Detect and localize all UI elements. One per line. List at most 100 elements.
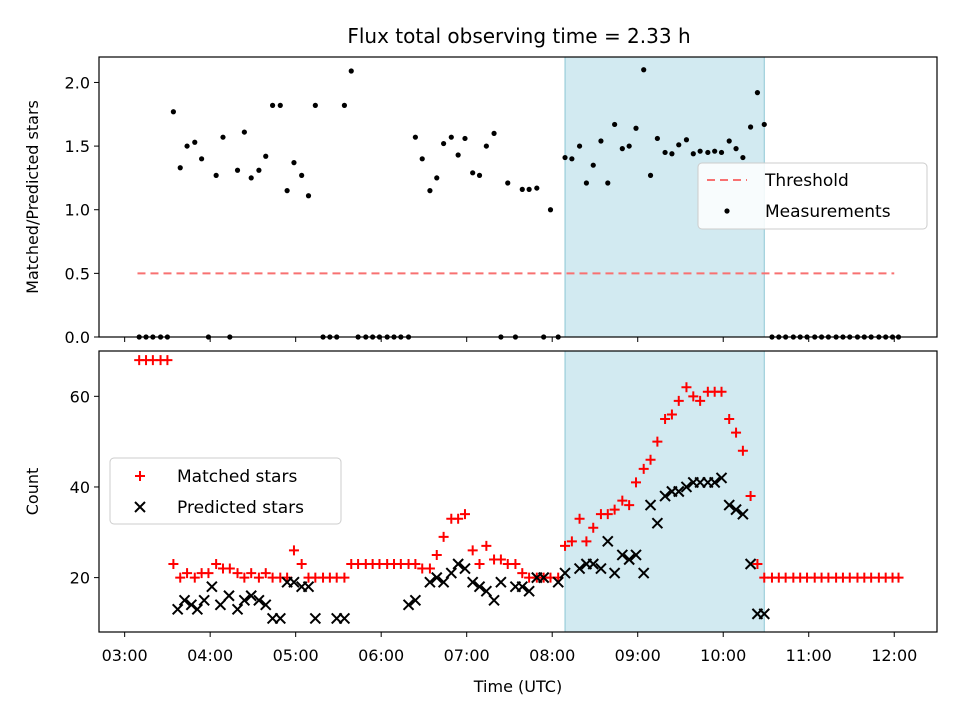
- data-point: [170, 109, 176, 115]
- data-point: [737, 445, 748, 456]
- data-point: [274, 612, 286, 625]
- data-point: [552, 576, 564, 588]
- data-point: [758, 608, 770, 620]
- data-point: [291, 160, 297, 166]
- data-point: [299, 172, 305, 178]
- data-point: [752, 559, 763, 570]
- data-point: [712, 148, 718, 154]
- data-point: [473, 580, 486, 593]
- data-point: [590, 162, 596, 168]
- data-point: [424, 576, 436, 588]
- data-point: [171, 603, 184, 616]
- data-point: [588, 522, 599, 533]
- data-point: [419, 156, 425, 162]
- data-point: [239, 572, 250, 583]
- data-point: [483, 143, 489, 149]
- data-point: [211, 559, 222, 570]
- data-point: [617, 495, 628, 506]
- data-point: [462, 135, 468, 142]
- data-point: [481, 540, 492, 551]
- data-point: [175, 572, 186, 583]
- data-point: [409, 594, 422, 606]
- data-point: [162, 355, 173, 366]
- data-point: [224, 563, 235, 574]
- data-point: [733, 146, 739, 152]
- x-tick-label: 04:00: [187, 646, 233, 665]
- panel-1: 0.0 0.5 1.0 1.5 2.0 Matched/Predicted stars Th…: [23, 56, 938, 347]
- data-point: [761, 121, 767, 128]
- legend: Matched stars Predicted stars: [109, 457, 342, 525]
- data-point: [455, 152, 461, 158]
- data-point: [647, 172, 654, 178]
- data-point: [616, 549, 629, 561]
- legend-predicted-swatch: [134, 501, 146, 513]
- data-point: [459, 509, 470, 520]
- y-tick-label: 2.0: [65, 73, 90, 92]
- data-point: [234, 167, 241, 173]
- data-point: [547, 207, 554, 213]
- data-point: [253, 594, 265, 606]
- data-point: [182, 568, 193, 579]
- data-point: [723, 499, 735, 511]
- data-point: [199, 156, 205, 162]
- x-tick-label: 09:00: [615, 646, 661, 665]
- data-point: [581, 536, 592, 547]
- legend: Threshold Measurements: [697, 162, 928, 230]
- y-tick-label: 60: [70, 387, 90, 406]
- data-point: [654, 135, 660, 142]
- data-point: [609, 504, 620, 515]
- data-point: [519, 186, 525, 192]
- data-point: [537, 571, 550, 584]
- data-point: [638, 463, 649, 474]
- data-point: [248, 175, 254, 181]
- x-tick-label: 11:00: [786, 646, 832, 665]
- data-point: [214, 599, 227, 611]
- y-tick-label: 0.0: [65, 328, 90, 347]
- data-point: [560, 540, 571, 551]
- data-point: [569, 156, 575, 162]
- data-point: [470, 170, 476, 176]
- observing-window-band: [564, 350, 765, 633]
- data-point: [598, 138, 604, 144]
- legend-matched-swatch: [135, 471, 145, 481]
- data-point: [491, 130, 497, 136]
- data-point: [220, 134, 226, 140]
- y-axis-label: Matched/Predicted stars: [23, 100, 42, 294]
- data-point: [587, 558, 599, 570]
- legend-measurements-swatch: [724, 208, 730, 214]
- data-point: [189, 572, 200, 583]
- data-point: [253, 572, 264, 583]
- data-point: [341, 102, 348, 108]
- data-point: [427, 188, 433, 194]
- data-point: [740, 154, 746, 161]
- data-point: [438, 531, 449, 542]
- data-point: [566, 536, 577, 547]
- data-point: [574, 513, 585, 524]
- data-point: [608, 567, 621, 579]
- data-point: [602, 509, 613, 520]
- data-point: [630, 549, 642, 561]
- data-point: [669, 151, 675, 157]
- data-point: [305, 193, 312, 199]
- data-point: [726, 138, 732, 144]
- x-tick-label: 12:00: [871, 646, 917, 665]
- data-point: [232, 568, 243, 579]
- data-point: [526, 186, 532, 192]
- data-point: [459, 562, 471, 575]
- y-tick-label: 1.0: [65, 201, 90, 220]
- data-point: [688, 391, 699, 402]
- data-point: [676, 142, 682, 148]
- y-axis-label: Count: [23, 468, 42, 516]
- data-point: [745, 491, 756, 502]
- data-point: [185, 599, 198, 611]
- data-point: [737, 508, 749, 520]
- data-point: [652, 436, 663, 447]
- data-point: [284, 188, 290, 194]
- data-point: [241, 129, 247, 135]
- data-point: [576, 143, 583, 149]
- data-point: [260, 568, 271, 579]
- data-point: [495, 576, 507, 588]
- data-point: [263, 153, 269, 159]
- x-tick-label: 03:00: [102, 646, 148, 665]
- data-point: [453, 513, 464, 524]
